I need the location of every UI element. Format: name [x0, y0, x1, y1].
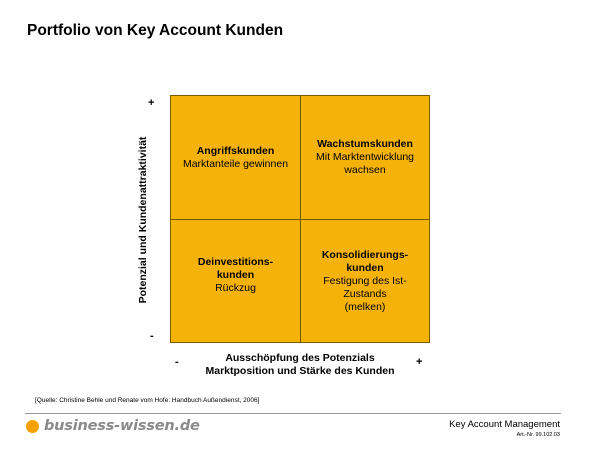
x-axis-label: Ausschöpfung des Potenzials Marktpositio… — [170, 352, 430, 378]
x-axis-label-line1: Ausschöpfung des Potenzials — [225, 352, 375, 364]
quadrant-wachstumskunden: Wachstumskunden Mit Marktentwicklung wac… — [301, 96, 429, 220]
x-axis-label-line2: Marktposition und Stärke des Kunden — [205, 365, 395, 377]
quadrant-text: Mit Marktentwicklung — [315, 151, 415, 163]
quadrant-deinvestitionskunden: Deinvestitions- kunden Rückzug — [171, 220, 301, 342]
quadrant-title: kunden — [216, 268, 255, 281]
quadrant-title: Konsolidierungs- — [321, 248, 409, 261]
y-axis-plus: + — [148, 97, 155, 109]
business-wissen-logo: business-wissen.de — [26, 418, 200, 434]
quadrant-text: Zustands — [343, 287, 387, 300]
quadrant-text: (melken) — [344, 300, 386, 313]
quadrant-title: kunden — [346, 261, 384, 274]
quadrant-title: Deinvestitions- — [197, 255, 274, 268]
quadrant-title: Angriffskunden — [196, 144, 275, 157]
portfolio-matrix: Angriffskunden Marktanteile gewinnen Wac… — [170, 95, 430, 343]
x-axis-plus: + — [416, 356, 423, 368]
footer-divider — [25, 413, 561, 414]
quadrant-text: wachsen — [344, 164, 386, 176]
y-axis-minus: - — [150, 330, 154, 342]
quadrant-title: Wachstumskunden — [317, 138, 413, 150]
quadrant-konsolidierungskunden: Konsolidierungs- kunden Festigung des Is… — [301, 220, 429, 342]
quadrant-text: Marktanteile gewinnen — [182, 157, 289, 170]
footer-article-number: Art.-Nr. 99.102.03 — [516, 432, 560, 438]
page-title: Portfolio von Key Account Kunden — [27, 22, 284, 39]
quadrant-text: Rückzug — [215, 281, 256, 294]
x-axis-minus: - — [175, 356, 179, 368]
logo-text: business-wissen.de — [44, 418, 200, 434]
y-axis-label: Potenzial und Kundenattraktivität — [137, 136, 149, 304]
source-citation: [Quelle: Christine Behle und Renate vom … — [35, 397, 260, 404]
footer-brand: Key Account Management — [449, 419, 560, 430]
quadrant-text: Festigung des Ist- — [323, 274, 407, 287]
quadrant-angriffskunden: Angriffskunden Marktanteile gewinnen — [171, 96, 301, 220]
logo-dot-icon — [26, 419, 39, 433]
